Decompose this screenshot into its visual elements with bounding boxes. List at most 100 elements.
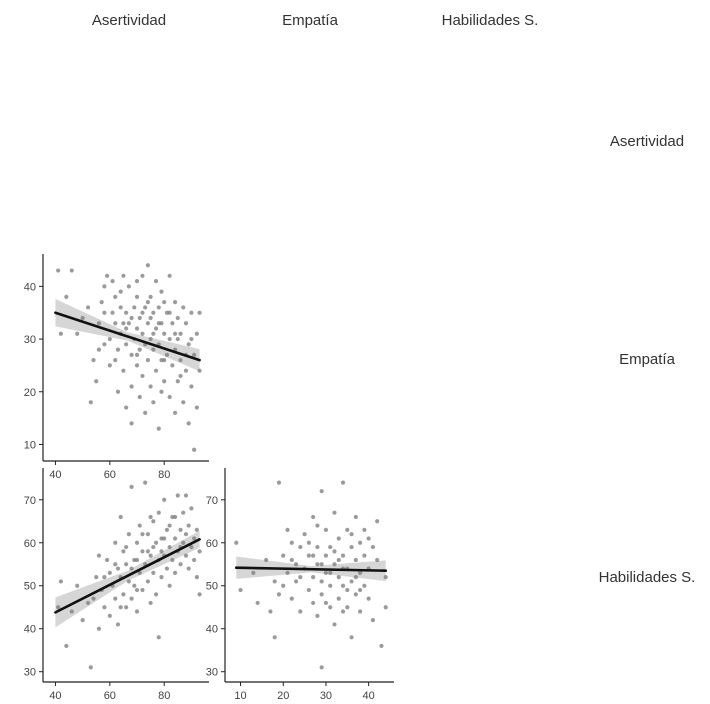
data-point: [315, 613, 320, 618]
data-point: [289, 557, 294, 563]
row-header-empatia: Empatía: [619, 351, 676, 368]
data-point: [134, 363, 140, 368]
data-point: [340, 553, 346, 558]
y-tick-label: 10: [24, 439, 36, 451]
data-point: [167, 273, 172, 278]
data-point: [124, 342, 129, 347]
data-point: [311, 514, 316, 520]
data-point: [64, 643, 69, 649]
data-point: [115, 389, 121, 394]
x-tick-label: 40: [49, 690, 61, 702]
data-point: [319, 665, 324, 670]
data-point: [238, 587, 243, 593]
data-point: [121, 592, 126, 597]
data-point: [183, 532, 189, 537]
data-point: [189, 310, 194, 315]
data-point: [143, 305, 148, 310]
row-header-asertividad: Asertividad: [610, 133, 684, 150]
data-point: [145, 358, 150, 363]
data-point: [107, 570, 112, 575]
data-point: [134, 326, 140, 331]
data-point: [362, 583, 367, 588]
column-header-empatia: Empatía: [282, 12, 339, 29]
data-point: [80, 315, 85, 321]
data-point: [328, 583, 333, 588]
data-point: [289, 596, 294, 601]
data-point: [345, 527, 350, 532]
data-point: [75, 331, 80, 336]
data-point: [137, 570, 142, 575]
data-point: [251, 570, 256, 575]
data-point: [121, 321, 126, 326]
data-point: [323, 527, 329, 532]
data-point: [272, 579, 277, 584]
data-point: [99, 300, 104, 305]
data-point: [88, 665, 93, 670]
data-point: [113, 596, 118, 601]
data-point: [140, 373, 145, 379]
data-point: [124, 405, 129, 410]
data-point: [159, 289, 164, 294]
data-point: [255, 600, 260, 606]
data-point: [85, 305, 91, 310]
data-point: [366, 596, 371, 601]
data-point: [96, 321, 102, 326]
data-point: [148, 315, 153, 321]
data-point: [349, 532, 354, 537]
data-point: [172, 514, 178, 520]
data-point: [298, 544, 303, 550]
data-point: [132, 583, 137, 588]
y-tick-label: 30: [24, 667, 36, 679]
data-point: [124, 326, 129, 331]
data-point: [375, 519, 380, 524]
data-point: [140, 587, 145, 593]
data-point: [181, 540, 186, 545]
data-point: [186, 523, 191, 528]
data-point: [102, 284, 107, 289]
data-point: [156, 635, 161, 640]
data-point: [306, 540, 311, 545]
regression-line: [54, 538, 201, 614]
data-point: [358, 609, 363, 614]
data-point: [137, 315, 142, 321]
data-point: [181, 400, 186, 405]
y-tick-label: 40: [24, 624, 36, 636]
data-point: [75, 583, 80, 588]
data-point: [362, 553, 367, 558]
data-point: [140, 273, 145, 278]
data-point: [148, 600, 153, 606]
data-point: [178, 373, 183, 379]
data-point: [85, 600, 91, 606]
data-point: [197, 592, 202, 597]
data-point: [162, 497, 167, 502]
data-point: [189, 544, 194, 550]
data-point: [167, 310, 172, 315]
data-point: [129, 421, 134, 426]
data-point: [167, 523, 172, 528]
data-point: [183, 493, 189, 498]
data-point: [58, 331, 63, 336]
data-point: [134, 278, 140, 284]
data-point: [336, 557, 341, 563]
data-point: [328, 605, 333, 610]
data-point: [159, 549, 164, 554]
data-point: [105, 557, 110, 563]
data-point: [94, 575, 99, 580]
data-point: [153, 368, 159, 373]
data-point: [358, 587, 363, 593]
data-point: [118, 305, 123, 310]
data-point: [172, 570, 178, 575]
data-point: [234, 540, 239, 545]
data-point: [170, 363, 175, 368]
panel-habilidades-vs-empatia: 30 40 50 60 70 10 20 30 40: [206, 468, 394, 702]
data-point: [64, 294, 69, 299]
data-point: [358, 540, 363, 545]
y-tick-label: 50: [206, 581, 218, 593]
data-point: [276, 480, 282, 485]
data-point: [370, 544, 376, 550]
data-point: [366, 536, 371, 541]
data-point: [172, 331, 178, 336]
data-point: [145, 321, 150, 326]
y-tick-label: 40: [24, 281, 36, 293]
data-point: [285, 570, 290, 575]
